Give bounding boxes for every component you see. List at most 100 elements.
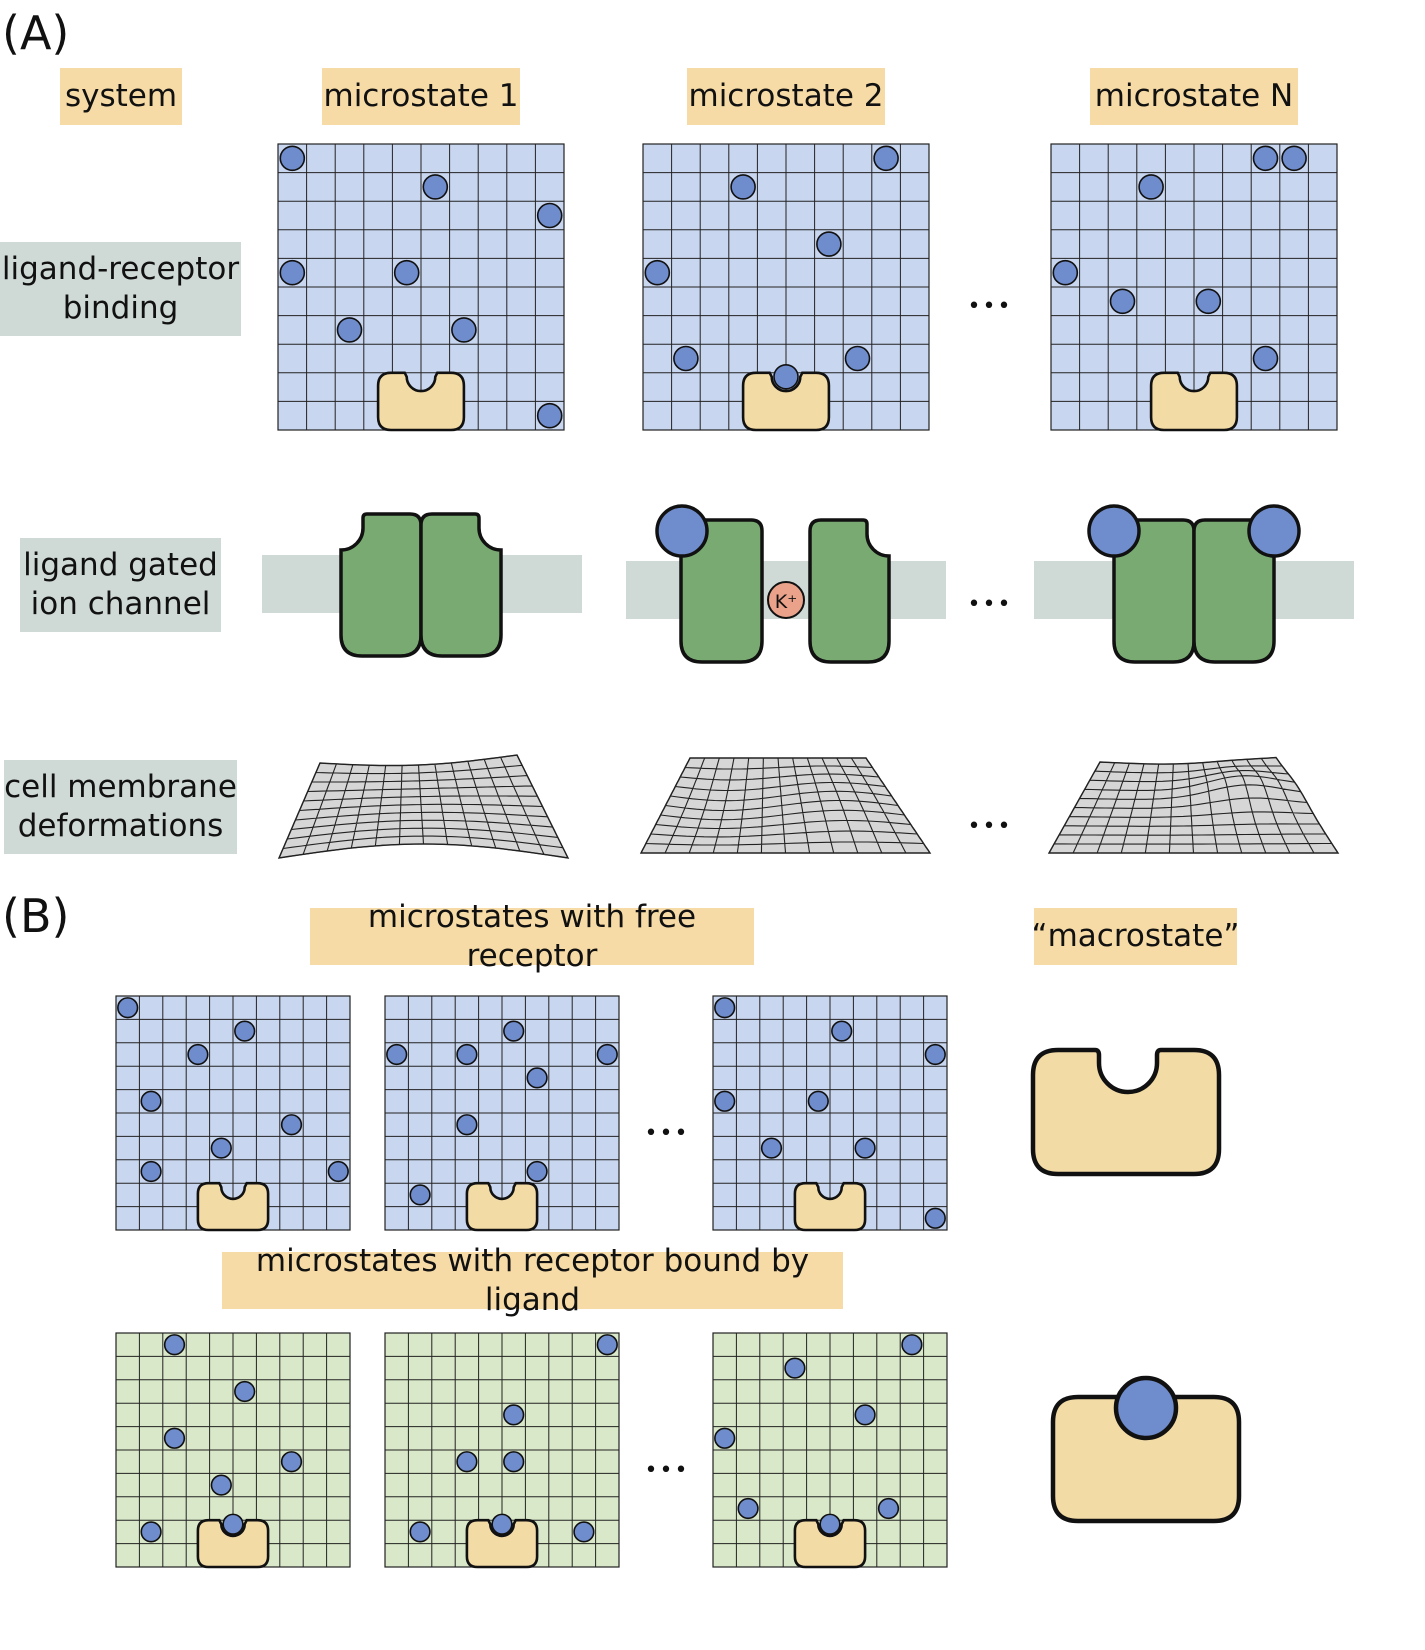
row-label-line: ligand-receptor [1,251,240,288]
ellipsis-free-row: ••• [645,1121,690,1146]
membrane-mesh [278,754,569,859]
ligand [1252,145,1279,172]
lattice-grid [116,996,350,1230]
receptor [465,1518,539,1569]
ligand [456,1114,478,1136]
ligand-bound-channel [1247,504,1301,558]
receptor [465,1181,539,1232]
ligand [673,345,699,372]
receptor [196,1181,270,1232]
ligand [1252,345,1279,372]
ligand [714,1427,736,1449]
ligand [456,1451,478,1473]
ligand [336,317,363,343]
channel-subunit [419,512,503,658]
row-label-line: ion channel [30,586,211,622]
ligand [844,345,871,372]
ligand [536,402,563,429]
potassium-ion [767,581,805,619]
ligand [279,259,306,286]
ligand [422,174,449,200]
ligand [924,1207,946,1229]
ligand [456,1043,478,1066]
ligand [386,1043,408,1066]
column-header-microstate-2: microstate 2 [687,68,885,125]
ligand [1109,288,1136,315]
lattice-grid [385,996,619,1230]
column-header-microstate-n: microstate N [1090,68,1298,125]
lattice-grid [278,144,564,430]
receptor [741,371,831,432]
ion-channel-closed [339,512,503,658]
membrane-deformation-1 [277,754,570,859]
ligand [163,1427,186,1449]
ligand [1195,288,1222,315]
ligand [596,1334,618,1356]
ligand [854,1404,876,1426]
lattice-grid [116,1333,350,1567]
ligand [451,317,477,343]
ellipsis-row-1: ••• [968,294,1013,319]
ligand [714,1090,736,1112]
membrane-deformation-n [1047,756,1340,854]
ligand [1281,145,1307,172]
ligand [210,1137,232,1159]
ligand [816,231,842,257]
macrostate-title: “macrostate” [1032,908,1239,965]
ligand [280,1451,303,1473]
lattice-microstate [642,143,930,432]
column-header-system: system [60,68,182,125]
ligand [536,202,563,229]
ligand [210,1474,232,1496]
panel-a-letter: (A) [2,6,70,60]
ligand [644,259,671,286]
ligand [784,1357,806,1379]
macrostate-bound-receptor [1050,1375,1242,1524]
ligand [280,1114,303,1136]
ligand [393,259,420,286]
ligand [279,145,306,172]
receptor [793,1518,867,1569]
lattice-microstate [712,995,948,1232]
ligand [327,1160,349,1183]
ellipsis-row-3: ••• [968,814,1013,839]
ligand [730,174,756,200]
ligand [831,1020,853,1042]
receptor [793,1181,867,1232]
ligand [573,1521,595,1543]
column-header-microstate-1: microstate 1 [322,68,520,125]
bound-ligand [1113,1375,1179,1441]
ligand [140,1090,162,1112]
lattice-microstate [712,1332,948,1569]
lattice-microstate [384,1332,620,1569]
potassium-ion-label: K⁺ [775,591,798,613]
lattice-grid [1051,144,1337,430]
ligand [409,1521,431,1543]
ligand [901,1334,923,1356]
row-label-line: cell membrane [4,769,237,806]
ligand [1138,174,1164,200]
bound-ligand [773,363,799,390]
membrane-mesh [640,757,931,854]
lattice-microstate [115,995,351,1232]
ion-channel-two-ligands [1112,518,1276,664]
lattice-grid [713,1333,947,1567]
ligand [503,1020,525,1042]
lattice-microstate [384,995,620,1232]
ligand [854,1137,876,1159]
ligand [234,1380,256,1403]
ligand [1052,259,1079,286]
row-label-ligand-receptor-binding: ligand-receptor binding [0,242,241,336]
receptor [1149,371,1239,432]
ligand [807,1090,829,1112]
bound-ligand [819,1513,841,1535]
lattice-microstate [115,1332,351,1569]
row-label-ligand-gated-ion-channel: ligand gated ion channel [20,538,221,632]
ligand [596,1043,618,1066]
ligand [526,1067,548,1089]
ligand [140,1160,162,1183]
membrane-mesh [1048,756,1339,854]
ligand-bound-channel [1087,504,1141,558]
ellipsis-row-2: ••• [968,592,1013,617]
